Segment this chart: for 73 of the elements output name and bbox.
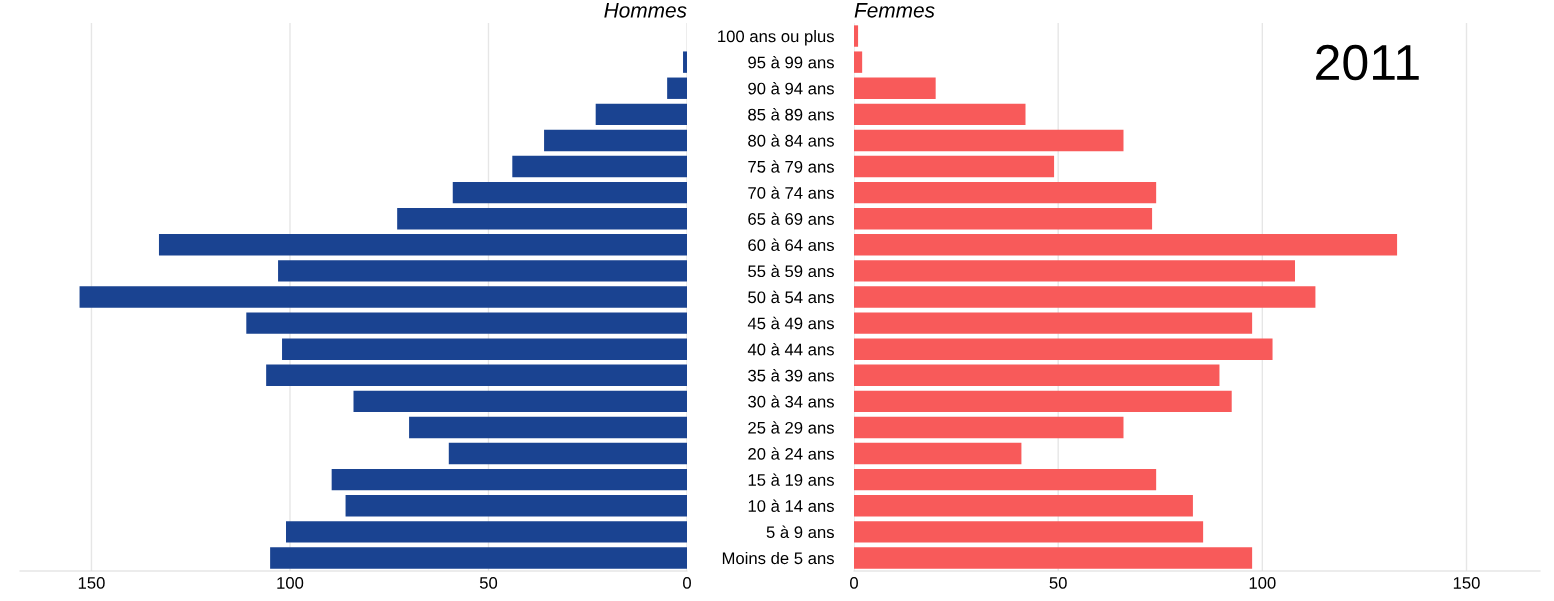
y-tick-label: 45 à 49 ans [747, 316, 834, 330]
bar [452, 181, 687, 204]
bar [854, 495, 1193, 517]
bar [266, 364, 687, 386]
bar [854, 181, 1157, 204]
y-tick-label: 40 à 44 ans [747, 342, 834, 356]
x-tick-label: 150 [1453, 577, 1480, 589]
x-tick-label: 150 [78, 577, 105, 589]
bar [683, 51, 687, 73]
y-tick-label: 90 à 94 ans [748, 82, 834, 95]
bar [854, 416, 1124, 439]
y-tick-label: 50 à 54 ans [748, 290, 834, 304]
annotation: 2011 [1316, 44, 1419, 81]
bar [246, 312, 687, 334]
bar [854, 390, 1232, 413]
y-tick-label: 85 à 89 ans [748, 108, 834, 121]
y-tick-label: 95 à 99 ans [748, 55, 834, 69]
bar [854, 77, 936, 99]
bar [286, 521, 687, 543]
y-tick-label: 15 à 19 ans [748, 473, 834, 486]
x-tick-label: 50 [479, 577, 498, 589]
y-tick-label: 70 à 74 ans [748, 186, 834, 199]
x-tick-label: 50 [1049, 577, 1067, 589]
bar [854, 51, 863, 73]
y-tick-label: 60 à 64 ans [748, 238, 834, 252]
x-tick-label: 100 [277, 577, 304, 589]
bar [854, 234, 1398, 256]
y-tick-label: 100 ans ou plus [718, 30, 834, 46]
bar [282, 338, 687, 360]
bar [595, 103, 687, 126]
bar [345, 495, 687, 517]
bar [667, 77, 687, 99]
bar [854, 312, 1253, 334]
y-tick-label: 65 à 69 ans [748, 212, 834, 225]
bar [854, 547, 1253, 569]
y-tick-label: 20 à 24 ans [748, 447, 834, 460]
bar [79, 286, 687, 308]
y-tick-label: 35 à 39 ans [748, 369, 834, 382]
y-tick-label: 75 à 79 ans [748, 160, 834, 173]
bar [854, 442, 1022, 465]
bar [278, 260, 687, 282]
chart-title: Hommes [604, 3, 687, 18]
bar [270, 547, 687, 569]
bar [854, 286, 1316, 308]
bar [854, 208, 1153, 230]
bar [854, 338, 1273, 360]
bar [158, 234, 687, 256]
bar [512, 155, 687, 178]
bar [854, 260, 1295, 282]
chart-title: Femmes [854, 3, 935, 18]
y-tick-label: Moins de 5 ans [722, 551, 834, 565]
bar [353, 390, 687, 413]
y-tick-label: 10 à 14 ans [748, 499, 834, 512]
bar [397, 208, 687, 230]
bar [854, 521, 1204, 543]
bar [448, 442, 687, 465]
bar [854, 103, 1026, 126]
x-tick-label: 0 [683, 577, 691, 589]
bar [854, 155, 1055, 178]
y-tick-label: 55 à 59 ans [748, 264, 834, 278]
x-tick-label: 0 [850, 577, 858, 589]
bar [409, 416, 687, 439]
x-tick-label: 100 [1249, 577, 1276, 589]
y-tick-label: 5 à 9 ans [766, 525, 834, 539]
bar [854, 25, 859, 47]
y-tick-label: 80 à 84 ans [748, 134, 834, 147]
bar [544, 129, 687, 152]
bar [854, 129, 1124, 152]
bar [331, 468, 687, 491]
bar [854, 468, 1157, 491]
y-tick-label: 30 à 34 ans [748, 395, 834, 408]
bar [854, 364, 1220, 386]
y-tick-label: 25 à 29 ans [748, 421, 834, 434]
